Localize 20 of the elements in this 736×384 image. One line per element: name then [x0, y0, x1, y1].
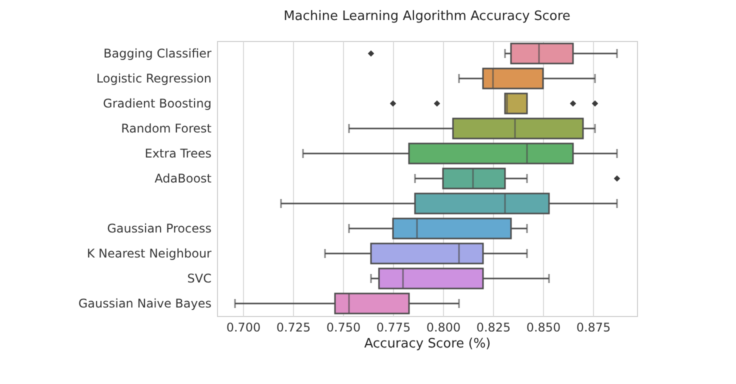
y-tick-label: Gaussian Naive Bayes: [78, 296, 212, 310]
x-tick-label: 0.850: [526, 320, 561, 334]
y-tick-label: K Nearest Neighbour: [86, 246, 212, 260]
y-tick-label: Extra Trees: [144, 146, 212, 160]
y-tick-label: AdaBoost: [154, 172, 212, 186]
x-tick-label: 0.750: [326, 320, 361, 334]
x-tick-label: 0.775: [376, 320, 411, 334]
y-tick-label: Gaussian Process: [107, 222, 212, 236]
y-tick-label: Logistic Regression: [96, 72, 212, 86]
x-tick-label: 0.700: [226, 320, 261, 334]
chart-title: Machine Learning Algorithm Accuracy Score: [284, 9, 570, 24]
y-tick-label: Random Forest: [121, 122, 212, 136]
x-tick-label: 0.875: [576, 320, 611, 334]
x-axis-title: Accuracy Score (%): [364, 336, 491, 352]
x-tick-label: 0.825: [476, 320, 511, 334]
y-tick-label: Gradient Boosting: [103, 96, 212, 110]
y-tick-label: Bagging Classifier: [104, 46, 212, 60]
x-tick-label: 0.800: [426, 320, 461, 334]
y-tick-label: SVC: [187, 272, 212, 286]
x-tick-label: 0.725: [276, 320, 311, 334]
